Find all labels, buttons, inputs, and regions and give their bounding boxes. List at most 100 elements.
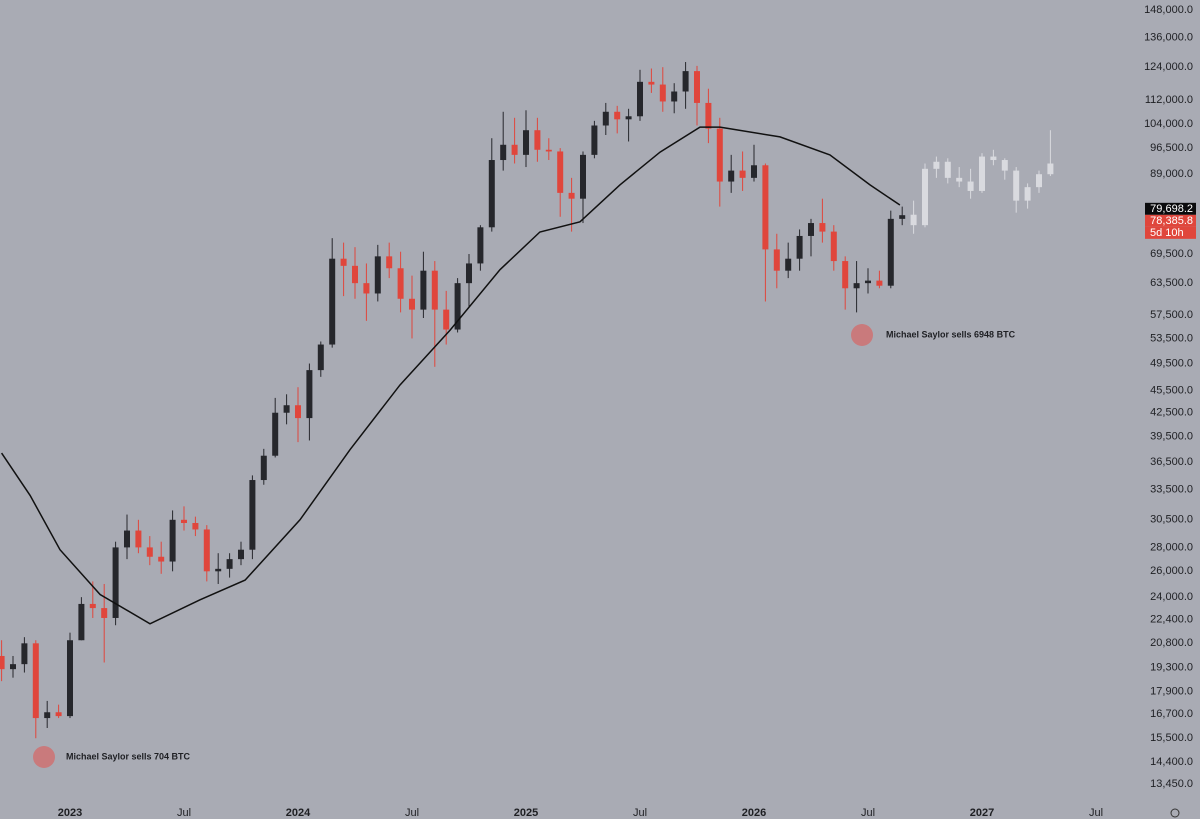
y-tick-label: 30,500.0 <box>1150 514 1193 526</box>
y-tick-label: 42,500.0 <box>1150 407 1193 419</box>
candle-body <box>0 655 5 670</box>
settings-icon[interactable] <box>1170 808 1180 818</box>
candle-body <box>990 156 997 161</box>
candle-body <box>773 249 780 271</box>
y-tick-label: 19,300.0 <box>1150 661 1193 673</box>
y-tick-label: 17,900.0 <box>1150 686 1193 698</box>
candle-body <box>579 154 586 199</box>
candle-body <box>864 280 871 284</box>
candle-body <box>283 405 290 413</box>
y-tick-label: 36,500.0 <box>1150 456 1193 468</box>
candle-body <box>203 529 210 572</box>
y-tick-label: 45,500.0 <box>1150 385 1193 397</box>
candle-body <box>1001 160 1008 171</box>
candle-body <box>887 218 894 286</box>
candle-body <box>602 111 609 126</box>
candle-body <box>55 712 62 717</box>
y-tick-label: 26,000.0 <box>1150 565 1193 577</box>
candle-body <box>1013 170 1020 201</box>
candle-body <box>135 530 142 548</box>
candle-body <box>534 130 541 150</box>
candle-body <box>215 568 222 572</box>
x-tick-label: 2025 <box>514 807 538 819</box>
x-tick-label: 2023 <box>58 807 82 819</box>
candle-body <box>477 227 484 264</box>
y-tick-label: 14,400.0 <box>1150 756 1193 768</box>
candle-body <box>294 405 301 419</box>
price-tag <box>1145 202 1196 215</box>
candle-body <box>785 258 792 271</box>
y-tick-label: 16,700.0 <box>1150 708 1193 720</box>
candle-body <box>522 130 529 155</box>
y-tick-label: 136,000.0 <box>1144 31 1193 43</box>
annotation-marker <box>33 746 55 768</box>
candle-body <box>78 603 85 641</box>
y-tick-label: 22,400.0 <box>1150 613 1193 625</box>
x-tick-label: Jul <box>1089 807 1103 819</box>
y-tick-label: 20,800.0 <box>1150 637 1193 649</box>
candle-body <box>830 231 837 262</box>
candle-body <box>636 81 643 117</box>
candle-body <box>363 283 370 294</box>
candle-body <box>944 161 951 178</box>
x-tick-label: Jul <box>177 807 191 819</box>
candle-body <box>910 214 917 226</box>
y-tick-label: 39,500.0 <box>1150 430 1193 442</box>
candle-body <box>693 71 700 103</box>
candle-body <box>716 128 723 182</box>
candle-body <box>978 156 985 191</box>
candle-body <box>180 519 187 523</box>
y-tick-label: 53,500.0 <box>1150 332 1193 344</box>
y-tick-label: 69,500.0 <box>1150 248 1193 260</box>
candle-body <box>123 530 130 548</box>
price-tag-label: 79,698.2 <box>1150 203 1193 215</box>
candle-body <box>192 522 199 530</box>
candle-body <box>557 151 564 193</box>
candle-body <box>671 91 678 102</box>
candle-body <box>796 235 803 259</box>
candle-body <box>500 144 507 161</box>
candle-body <box>705 102 712 129</box>
candle-body <box>899 215 906 219</box>
candle-body <box>648 81 655 85</box>
countdown-bg <box>1145 226 1196 239</box>
candle-body <box>101 608 108 618</box>
candle-body <box>762 165 769 250</box>
candle-body <box>431 270 438 310</box>
candle-body <box>511 144 518 155</box>
candle-body <box>408 298 415 310</box>
y-tick-label: 33,500.0 <box>1150 483 1193 495</box>
x-tick-label: Jul <box>633 807 647 819</box>
candle-body <box>21 643 28 665</box>
x-tick-label: Jul <box>405 807 419 819</box>
y-tick-label: 124,000.0 <box>1144 61 1193 73</box>
x-tick-label: 2024 <box>286 807 311 819</box>
candle-body <box>340 258 347 266</box>
candle-body <box>317 344 324 371</box>
candle-body <box>420 270 427 310</box>
candle-body <box>44 712 51 719</box>
candle-body <box>386 256 393 269</box>
candle-body <box>89 603 96 609</box>
candle-body <box>32 643 39 719</box>
price-tag-label: 78,385.8 <box>1150 215 1193 227</box>
candle-body <box>237 549 244 560</box>
x-tick-label: 2027 <box>970 807 994 819</box>
candle-body <box>967 181 974 191</box>
candle-body <box>454 283 461 330</box>
candle-body <box>545 149 552 152</box>
candle-body <box>807 223 814 236</box>
annotation-marker <box>851 324 873 346</box>
y-tick-label: 89,000.0 <box>1150 168 1193 180</box>
candle-body <box>568 192 575 199</box>
candle-body <box>1035 174 1042 188</box>
candle-body <box>739 170 746 178</box>
y-tick-label: 63,500.0 <box>1150 277 1193 289</box>
candle-body <box>306 370 313 419</box>
candle-body <box>443 309 450 330</box>
candle-body <box>591 125 598 155</box>
candle-body <box>169 519 176 562</box>
candle-body <box>158 556 165 562</box>
candle-body <box>465 263 472 284</box>
candle-body <box>682 71 689 92</box>
